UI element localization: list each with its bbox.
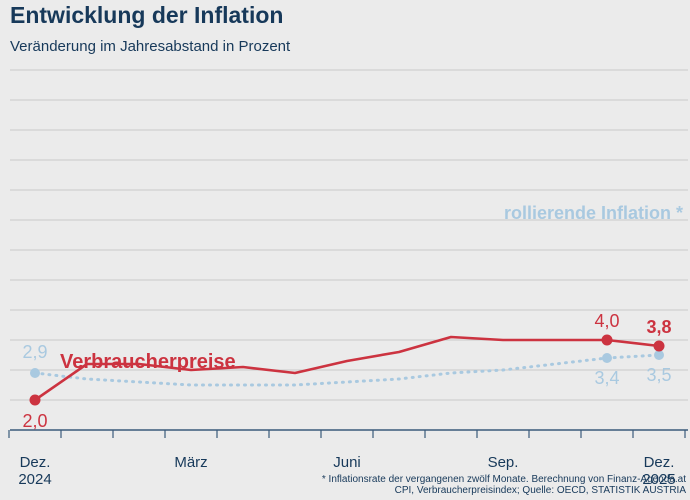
x-tick-label-year: 2024 (18, 471, 51, 488)
rolling-label-nov: 3,4 (594, 368, 619, 388)
consumer-prices-point (653, 340, 665, 352)
x-tick-label: Juni (333, 454, 361, 471)
x-tick-label: Dez. (644, 454, 675, 471)
consumer-prices-point (29, 394, 41, 406)
x-tick-label: Sep. (488, 454, 519, 471)
consumer-prices-point (601, 334, 613, 346)
rolling-label-end: 3,5 (646, 365, 671, 385)
chart-footnote: * Inflationsrate der vergangenen zwölf M… (322, 474, 686, 496)
chart-title: Entwicklung der Inflation (10, 2, 284, 28)
cpi-label-end: 3,8 (646, 317, 671, 337)
cpi-label-nov: 4,0 (594, 311, 619, 331)
footnote-line-2: CPI, Verbraucherpreisindex; Quelle: OECD… (394, 485, 686, 496)
cpi-label-start: 2,0 (22, 411, 47, 431)
x-tick-label-year: 2025 (642, 471, 675, 488)
x-tick-label: März (174, 454, 207, 471)
rolling-label-start: 2,9 (22, 342, 47, 362)
consumer-prices-line (34, 335, 660, 402)
rolling-inflation-point (602, 353, 612, 363)
rolling-inflation-point (654, 350, 664, 360)
x-tick-label: Dez. (20, 454, 51, 471)
rolling-inflation-line (33, 353, 661, 387)
chart-subtitle: Veränderung im Jahresabstand in Prozent (10, 38, 291, 55)
legend-consumer-prices: Verbraucherpreise (60, 351, 236, 373)
legend-rolling-inflation: rollierende Inflation * (504, 203, 683, 223)
footnote-line-1: * Inflationsrate der vergangenen zwölf M… (321, 474, 686, 485)
rolling-inflation-point (30, 368, 40, 378)
